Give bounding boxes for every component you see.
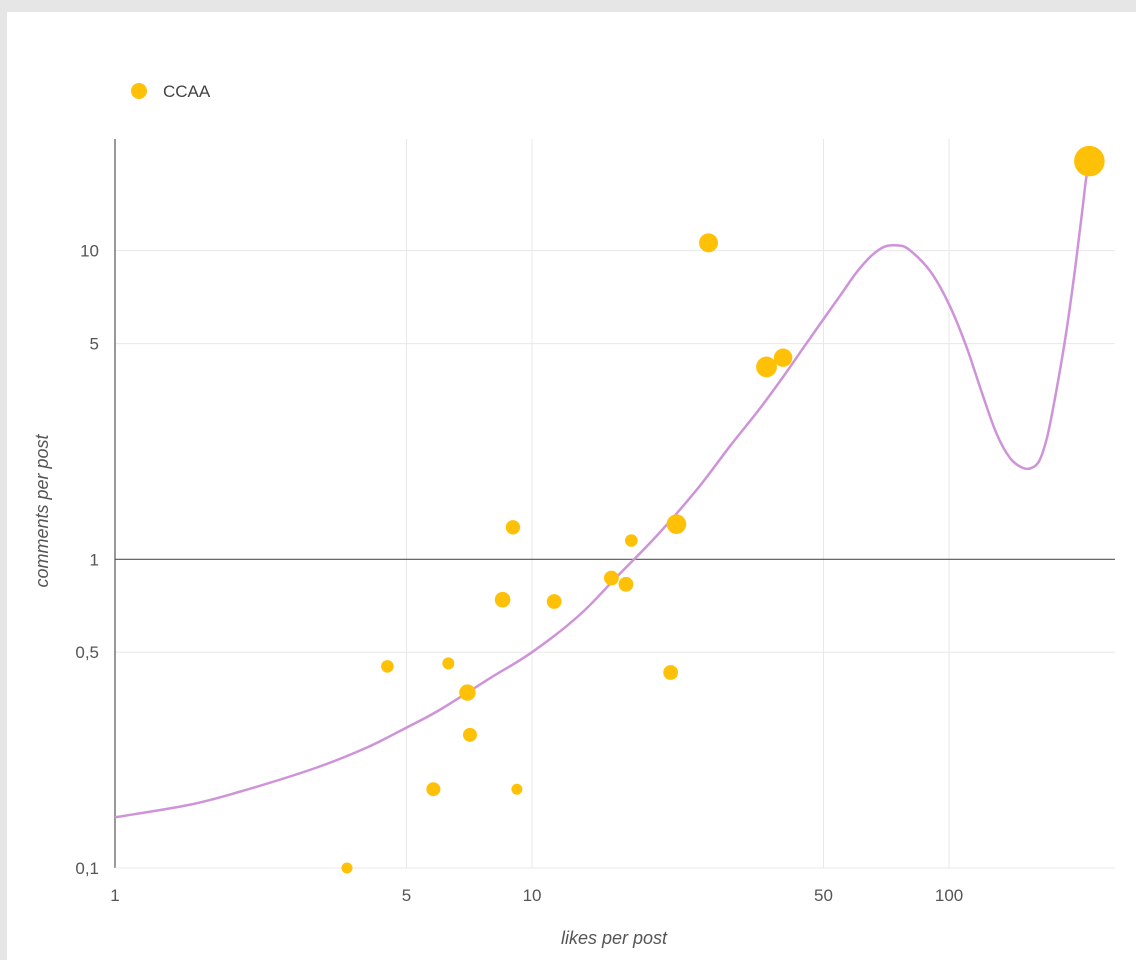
y-axis-title: comments per post bbox=[32, 433, 52, 587]
data-point[interactable] bbox=[494, 591, 511, 608]
data-point[interactable] bbox=[666, 514, 687, 534]
data-point[interactable] bbox=[546, 594, 562, 609]
data-point[interactable] bbox=[603, 570, 619, 586]
data-point[interactable] bbox=[618, 576, 634, 592]
y-tick-label: 0,1 bbox=[75, 859, 99, 878]
data-point[interactable] bbox=[459, 684, 476, 701]
axes bbox=[114, 139, 1115, 869]
x-tick-label: 100 bbox=[935, 886, 963, 905]
x-tick-label: 5 bbox=[402, 886, 411, 905]
data-point[interactable] bbox=[505, 520, 521, 535]
y-tick-label: 10 bbox=[80, 242, 99, 261]
y-tick-label: 5 bbox=[90, 335, 99, 354]
data-point[interactable] bbox=[773, 348, 793, 367]
chart-card: 1 5 10 50 100 0,1 0,5 1 5 10 CCAA likes per post … bbox=[7, 12, 1136, 960]
legend-label-ccaa: CCAA bbox=[163, 82, 211, 101]
y-tick-label: 1 bbox=[90, 550, 99, 569]
x-tick-label: 1 bbox=[110, 886, 119, 905]
data-point[interactable] bbox=[756, 356, 777, 378]
data-point[interactable] bbox=[381, 660, 394, 673]
tick-labels: 1 5 10 50 100 0,1 0,5 1 5 10 bbox=[75, 242, 963, 905]
grid-lines bbox=[115, 139, 1115, 868]
data-point[interactable] bbox=[511, 783, 523, 795]
x-tick-label: 10 bbox=[523, 886, 542, 905]
data-point[interactable] bbox=[426, 782, 441, 797]
data-point[interactable] bbox=[663, 665, 679, 680]
trendline bbox=[114, 160, 1091, 819]
data-points bbox=[341, 145, 1105, 874]
trendline-curve bbox=[114, 160, 1091, 819]
x-axis-title: likes per post bbox=[561, 928, 668, 948]
data-point[interactable] bbox=[462, 727, 477, 742]
data-point[interactable] bbox=[442, 657, 455, 670]
y-tick-label: 0,5 bbox=[75, 643, 99, 662]
legend[interactable]: CCAA bbox=[131, 82, 211, 101]
data-point[interactable] bbox=[624, 534, 638, 547]
data-point[interactable] bbox=[699, 233, 719, 253]
legend-swatch-ccaa bbox=[131, 83, 147, 99]
data-point[interactable] bbox=[1074, 145, 1105, 177]
data-point[interactable] bbox=[341, 862, 353, 874]
x-tick-label: 50 bbox=[814, 886, 833, 905]
